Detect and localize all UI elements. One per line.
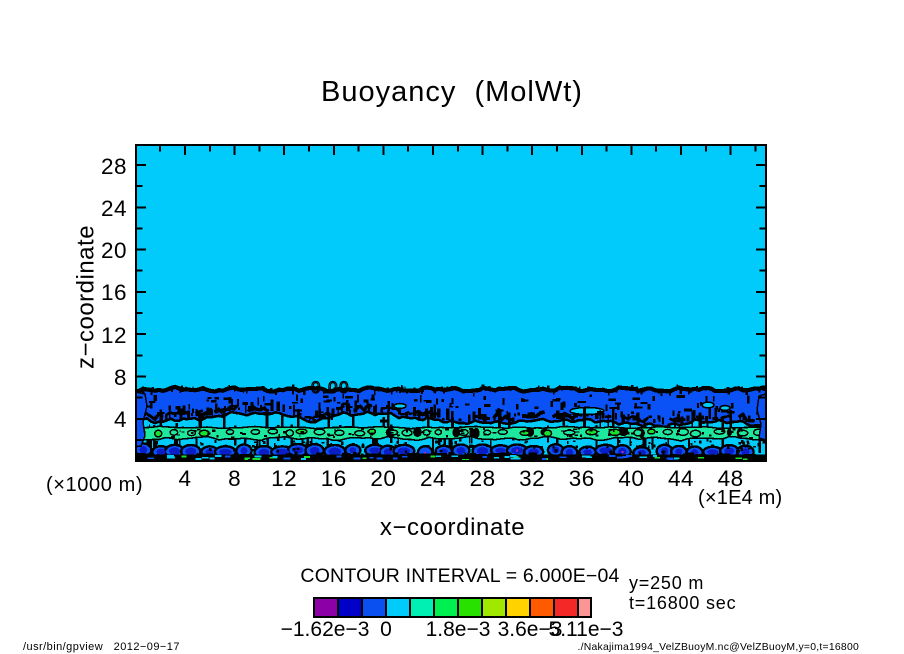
svg-text:0.00: 0.00 [311, 378, 350, 397]
